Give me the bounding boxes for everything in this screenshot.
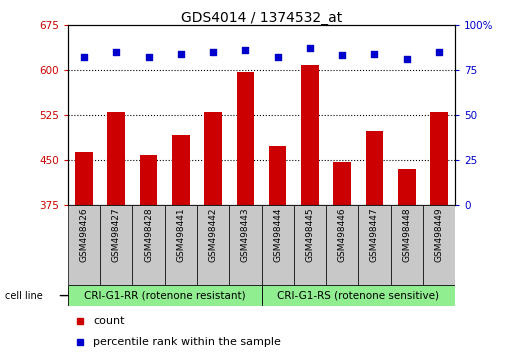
Bar: [75, 152, 93, 205]
Text: GSM498443: GSM498443: [241, 208, 250, 262]
Point: [403, 56, 411, 62]
Text: count: count: [93, 316, 124, 326]
Bar: [165, 205, 197, 285]
Text: cell line: cell line: [5, 291, 43, 301]
Bar: [100, 205, 132, 285]
Text: CRI-G1-RR (rotenone resistant): CRI-G1-RR (rotenone resistant): [84, 291, 246, 301]
Bar: [236, 72, 254, 205]
Point: [370, 51, 379, 57]
Bar: [366, 131, 383, 205]
Bar: [326, 205, 358, 285]
Bar: [294, 205, 326, 285]
Point: [305, 45, 314, 51]
Point: [80, 55, 88, 60]
Bar: [398, 169, 415, 205]
Text: GDS4014 / 1374532_at: GDS4014 / 1374532_at: [181, 11, 342, 25]
Text: GSM498448: GSM498448: [402, 208, 411, 262]
Text: CRI-G1-RS (rotenone sensitive): CRI-G1-RS (rotenone sensitive): [277, 291, 439, 301]
Bar: [333, 162, 351, 205]
Bar: [204, 112, 222, 205]
Text: GSM498449: GSM498449: [435, 208, 444, 262]
Bar: [108, 112, 125, 205]
Text: GSM498427: GSM498427: [112, 208, 121, 262]
Bar: [423, 205, 455, 285]
Point: [209, 49, 218, 55]
Bar: [262, 205, 294, 285]
Point: [112, 49, 120, 55]
Text: GSM498447: GSM498447: [370, 208, 379, 262]
Bar: [301, 65, 319, 205]
Bar: [391, 205, 423, 285]
Text: GSM498428: GSM498428: [144, 208, 153, 262]
Text: GSM498442: GSM498442: [209, 208, 218, 262]
Bar: [68, 205, 100, 285]
Bar: [430, 112, 448, 205]
Bar: [172, 135, 190, 205]
Bar: [197, 205, 229, 285]
Bar: [132, 205, 165, 285]
Point: [241, 47, 249, 53]
Point: [274, 55, 282, 60]
Bar: [229, 205, 262, 285]
Point: [144, 55, 153, 60]
Bar: [140, 155, 157, 205]
Point: [435, 49, 443, 55]
Text: GSM498426: GSM498426: [79, 208, 88, 262]
Text: GSM498444: GSM498444: [273, 208, 282, 262]
Bar: [358, 205, 391, 285]
Bar: [262, 285, 455, 306]
Point: [177, 51, 185, 57]
Text: GSM498445: GSM498445: [305, 208, 314, 262]
Point: [338, 53, 346, 58]
Text: GSM498441: GSM498441: [176, 208, 185, 262]
Text: GSM498446: GSM498446: [338, 208, 347, 262]
Text: percentile rank within the sample: percentile rank within the sample: [93, 337, 281, 347]
Bar: [68, 285, 262, 306]
Bar: [269, 146, 287, 205]
